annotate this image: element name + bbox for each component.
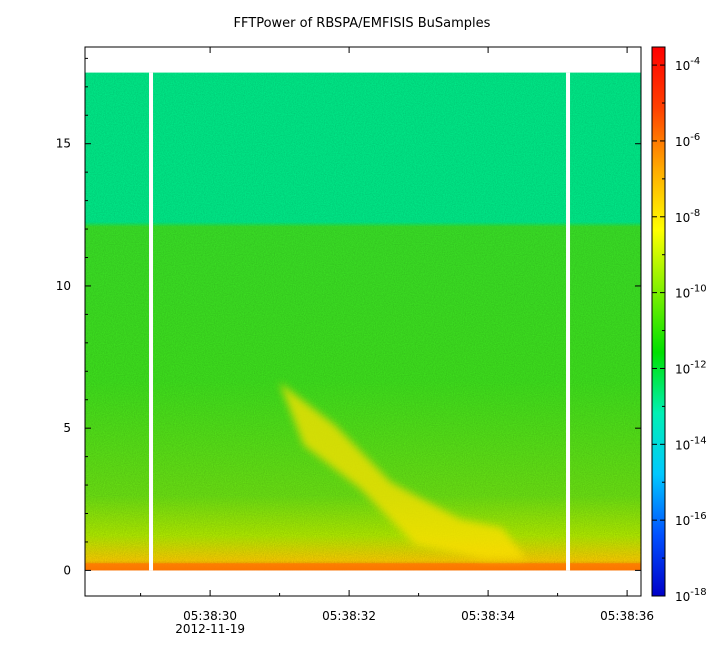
- colorbar-label: 10-16: [675, 511, 707, 528]
- y-tick-label: 10: [56, 279, 71, 293]
- x-tick-label: 05:38:32: [322, 609, 376, 623]
- colorbar-label: 10-4: [675, 56, 700, 73]
- data-gap-0: [149, 72, 154, 571]
- y-tick-label: 15: [56, 137, 71, 151]
- spectrogram-noise: [85, 72, 641, 571]
- chorus-feature-0: [279, 382, 527, 559]
- y-tick-label: 5: [63, 421, 71, 435]
- colorbar-label: 10-8: [675, 208, 700, 225]
- y-tick-label: 0: [63, 563, 71, 577]
- x-tick-label: 05:38:30: [183, 609, 237, 623]
- colorbar-label: 10-14: [675, 435, 707, 452]
- plot-frame: [84, 46, 642, 597]
- data-gap-1: [566, 72, 571, 571]
- colorbar-label: 10-18: [675, 587, 707, 604]
- colorbar: [651, 46, 666, 597]
- colorbar-label: 10-10: [675, 284, 707, 301]
- x-date-label: 2012-11-19: [175, 622, 245, 636]
- colorbar-label: 10-12: [675, 359, 707, 376]
- chart-title: FFTPower of RBSPA/EMFISIS BuSamples: [233, 16, 491, 31]
- low-frequency-band: [85, 563, 641, 571]
- x-tick-label: 05:38:34: [461, 609, 515, 623]
- x-tick-label: 05:38:36: [600, 609, 654, 623]
- colorbar-label: 10-6: [675, 132, 700, 149]
